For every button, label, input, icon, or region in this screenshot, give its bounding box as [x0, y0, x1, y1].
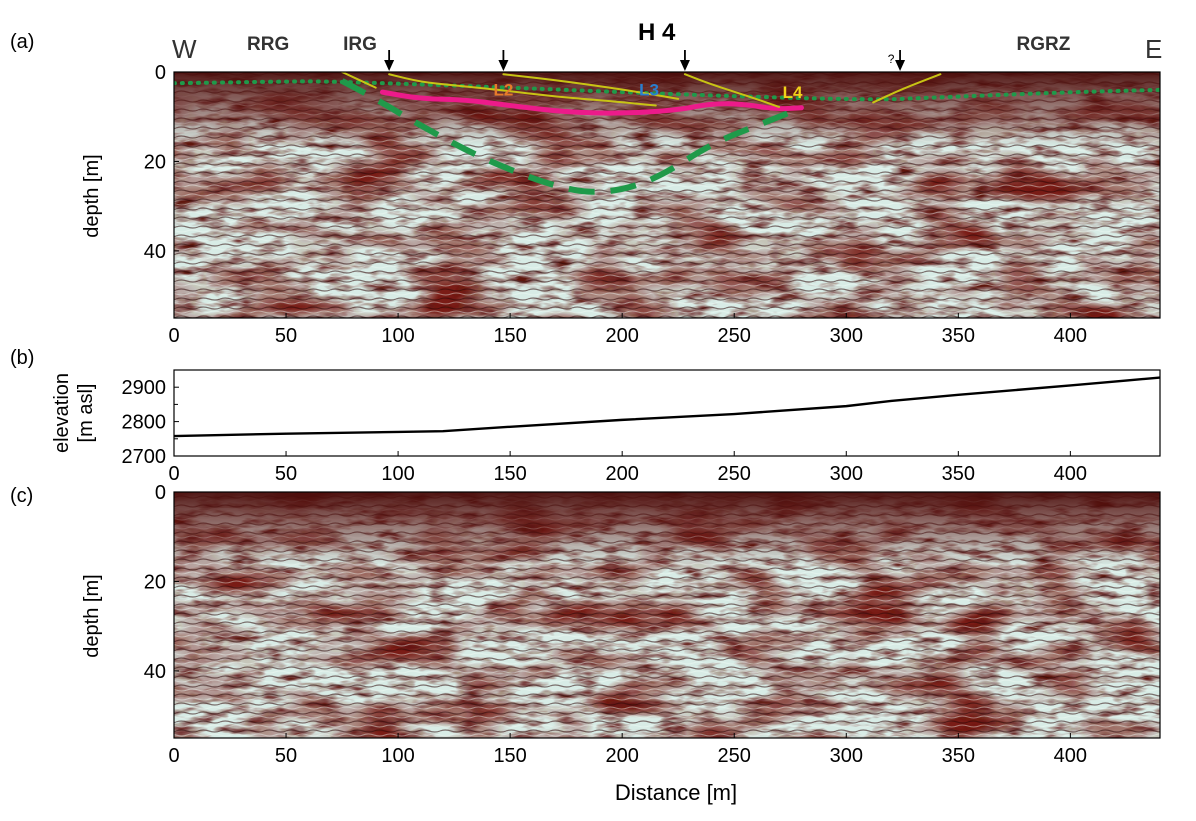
- yellow-east-line: [872, 73, 942, 104]
- x-tick-label: 0: [168, 463, 179, 485]
- y-tick-label: 20: [144, 151, 166, 173]
- layer-labels: L2 L3 L4: [493, 81, 802, 102]
- zone-label: RRG: [247, 34, 289, 55]
- x-tick-label: 50: [275, 745, 297, 767]
- x-tick-label: 250: [718, 325, 751, 347]
- layer-label: L4: [783, 83, 803, 102]
- y-tick-label: 2800: [122, 412, 167, 434]
- west-label: W: [172, 34, 197, 64]
- magenta-reflector-line: [379, 89, 804, 116]
- y-tick-label: 2900: [122, 377, 167, 399]
- panel-a-frame: [173, 71, 1161, 319]
- down-arrow-icon: [498, 50, 509, 71]
- x-tick-label: 300: [830, 325, 863, 347]
- x-tick-label: 200: [605, 745, 638, 767]
- panel-c-ylabel: depth [m]: [81, 574, 103, 657]
- down-arrow-icon: ?: [888, 50, 906, 71]
- y-tick-label: 0: [155, 482, 166, 504]
- x-tick-label: 350: [942, 463, 975, 485]
- y-tick-label: 20: [144, 571, 166, 593]
- x-tick-label: 400: [1054, 745, 1087, 767]
- interpretation-lines: [174, 72, 1160, 195]
- elevation-profile-line: [173, 376, 1161, 438]
- x-tick-label: 100: [381, 463, 414, 485]
- x-tick-label: 300: [830, 463, 863, 485]
- x-tick-label: 400: [1054, 325, 1087, 347]
- x-tick-label: 250: [718, 463, 751, 485]
- x-axis-label: Distance [m]: [615, 780, 737, 805]
- x-tick-label: 0: [168, 325, 179, 347]
- x-tick-label: 350: [942, 745, 975, 767]
- panel-c-frame: [173, 491, 1161, 739]
- x-tick-label: 400: [1054, 463, 1087, 485]
- panel-a-label: (a): [10, 31, 34, 53]
- panel-b-axes: 0 50 100 150 200 250 300 350 400 2700 2800 2900: [122, 377, 1088, 485]
- east-label: E: [1145, 34, 1162, 64]
- panel-b-frame: [173, 369, 1161, 457]
- panel-c: (c) 0 50 100 150 200 250 300 350 400 0 20 40 depth …: [10, 482, 1161, 805]
- x-tick-label: 100: [381, 745, 414, 767]
- layer-label: L3: [639, 81, 659, 100]
- panel-a-ylabel: depth [m]: [81, 154, 103, 237]
- x-tick-label: 50: [275, 325, 297, 347]
- y-tick-label: 2700: [122, 446, 167, 468]
- x-tick-label: 150: [493, 325, 526, 347]
- panel-b-ylabel-line1: elevation: [51, 373, 73, 453]
- zone-label: RGRZ: [1017, 34, 1071, 55]
- yellow-L3-upper-line: [502, 73, 680, 100]
- panel-c-radargram: [174, 492, 1160, 738]
- yellow-L2-upper-line: [388, 73, 657, 107]
- zone-label: IRG: [343, 34, 377, 55]
- x-tick-label: 150: [493, 463, 526, 485]
- x-tick-label: 300: [830, 745, 863, 767]
- panel-c-axes: 0 50 100 150 200 250 300 350 400 0 20 40: [144, 482, 1087, 767]
- x-tick-label: 200: [605, 463, 638, 485]
- layer-label: L2: [493, 81, 513, 100]
- panel-a-axes: 0 50 100 150 200 250 300 350 400 0 20 40: [144, 62, 1087, 347]
- down-arrow-icon: [384, 50, 395, 71]
- yellow-L4-upper-line: [683, 73, 781, 108]
- x-tick-label: 250: [718, 745, 751, 767]
- green-dashed-basin-line: [340, 78, 803, 195]
- arrow-note: ?: [888, 52, 895, 66]
- y-tick-label: 40: [144, 241, 166, 263]
- panel-c-label: (c): [10, 485, 33, 507]
- panel-a-radargram: [174, 72, 1160, 318]
- x-tick-label: 350: [942, 325, 975, 347]
- panel-b-ylabel-line2: [m asl]: [75, 384, 97, 443]
- y-tick-label: 0: [155, 62, 166, 84]
- profile-title: H 4: [638, 19, 676, 46]
- x-tick-label: 50: [275, 463, 297, 485]
- green-dotted-surface-line: [174, 79, 1160, 102]
- x-tick-label: 0: [168, 745, 179, 767]
- zone-labels: RRG IRG RGRZ: [247, 34, 1071, 55]
- x-tick-label: 100: [381, 325, 414, 347]
- panel-b: (b) 0 50 100 150 200 250 300 350 400 2700 2800 2900…: [10, 347, 1161, 485]
- x-tick-label: 150: [493, 745, 526, 767]
- x-tick-label: 200: [605, 325, 638, 347]
- down-arrow-icon: [679, 50, 690, 71]
- y-tick-label: 40: [144, 661, 166, 683]
- panel-b-label: (b): [10, 347, 34, 369]
- position-arrows: ?: [384, 50, 906, 71]
